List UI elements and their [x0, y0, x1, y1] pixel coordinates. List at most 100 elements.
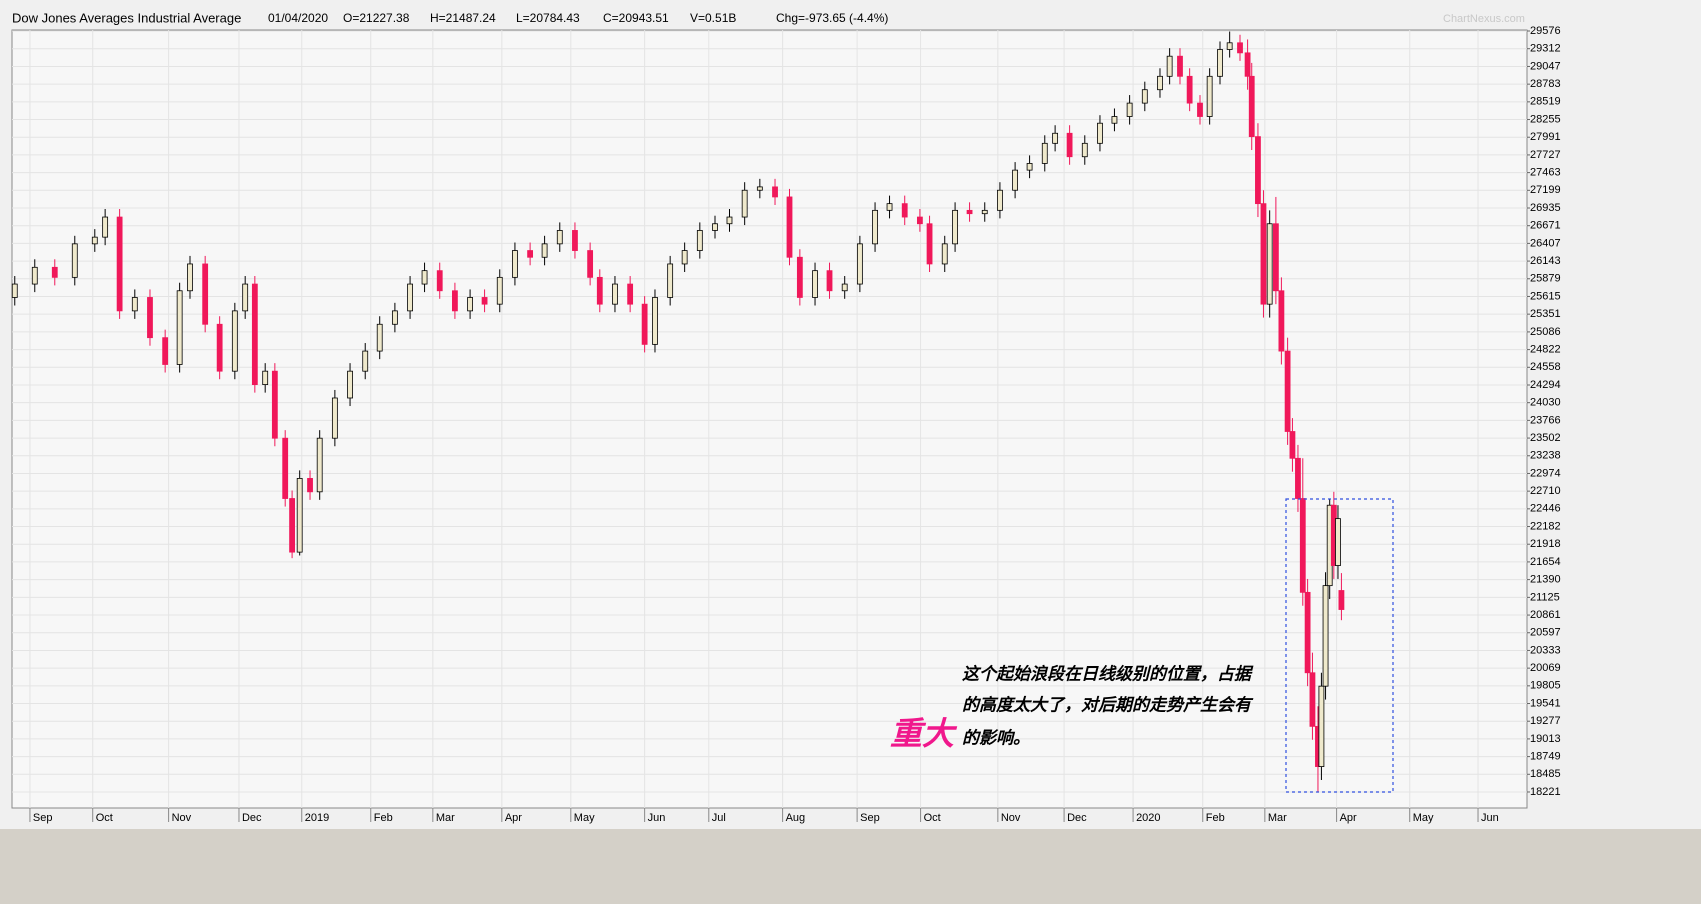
candles [11, 31, 1345, 793]
candle-body [1166, 55, 1173, 77]
y-tick-label: 19805 [1530, 680, 1561, 692]
x-tick-label: May [574, 812, 595, 824]
y-tick-label: 29312 [1530, 43, 1561, 55]
candle-body [176, 290, 183, 365]
candle-body [467, 297, 473, 312]
candle-body [481, 297, 488, 305]
candle-body [926, 223, 933, 265]
candle-body [1244, 52, 1251, 77]
annotation-line: 的高度太大了，对后期的走势产生会有 [962, 695, 1254, 714]
candle-body [856, 243, 863, 285]
y-tick-label: 19541 [1530, 697, 1561, 709]
candle-body [756, 186, 763, 191]
candle-body [841, 283, 848, 292]
x-tick-label: Aug [786, 812, 806, 824]
y-tick-label: 25351 [1530, 308, 1561, 320]
candle-body [786, 196, 793, 258]
candle-body [681, 250, 688, 265]
x-tick-label: Apr [1340, 812, 1357, 824]
x-tick-label: Jun [648, 812, 666, 824]
x-tick-label: Oct [924, 812, 941, 824]
candle-body [572, 230, 578, 251]
candle-body [1226, 42, 1233, 50]
watermark: ChartNexus.com [1443, 13, 1525, 25]
candle-body [1266, 223, 1273, 305]
y-tick-label: 24822 [1530, 344, 1561, 356]
candle-body [316, 437, 323, 493]
candle-body [11, 283, 18, 298]
candle-body [966, 209, 973, 215]
candle-body [812, 270, 818, 298]
candle-body [307, 478, 313, 493]
candle-body [1197, 102, 1203, 117]
x-tick-label: Apr [505, 812, 522, 824]
x-tick-label: Feb [1206, 812, 1225, 824]
candle-body [1217, 49, 1223, 77]
candle-body [282, 437, 289, 499]
y-tick-label: 25086 [1530, 326, 1561, 338]
candle-body [1012, 169, 1019, 191]
candle-body [391, 310, 398, 325]
y-tick-label: 28255 [1530, 113, 1561, 125]
candle-body [1338, 590, 1345, 610]
candle-body [31, 266, 38, 285]
y-tick-label: 21390 [1530, 574, 1561, 586]
candle-body [421, 270, 428, 285]
candle-body [916, 216, 923, 225]
y-tick-label: 27199 [1530, 184, 1561, 196]
x-tick-label: Nov [1001, 812, 1021, 824]
candle-body [102, 216, 109, 238]
candle-body [1322, 585, 1329, 687]
y-tick-label: 18485 [1530, 768, 1561, 780]
x-tick-label: 2019 [305, 812, 329, 824]
candle-body [1111, 116, 1118, 124]
candle-body [436, 270, 443, 292]
candle-body [216, 323, 223, 372]
candle-body [1206, 75, 1213, 117]
y-tick-label: 27991 [1530, 131, 1561, 143]
candle-body [262, 370, 269, 385]
volume-label: V=0.51B [690, 11, 736, 25]
y-tick-label: 23766 [1530, 414, 1561, 426]
candle-body [1295, 457, 1301, 499]
candle-body [331, 397, 338, 439]
candle-body [667, 263, 674, 298]
candle-body [1097, 122, 1103, 144]
candle-body [1299, 498, 1306, 593]
candle-body [271, 370, 278, 439]
candle-body [496, 276, 503, 305]
candle-body [376, 323, 383, 352]
y-tick-label: 29576 [1530, 25, 1561, 37]
y-tick-label: 18749 [1530, 751, 1561, 763]
candle-body [1260, 203, 1267, 305]
candle-body [407, 283, 413, 312]
y-tick-label: 20333 [1530, 644, 1561, 656]
y-tick-label: 22446 [1530, 503, 1561, 515]
y-tick-label: 24294 [1530, 379, 1561, 391]
candle-body [296, 478, 303, 553]
x-tick-label: Sep [33, 812, 53, 824]
close-label: C=20943.51 [603, 11, 669, 25]
y-tick-label: 20069 [1530, 662, 1561, 674]
candle-body [1335, 518, 1341, 566]
candle-body [981, 209, 988, 215]
y-tick-label: 28783 [1530, 78, 1561, 90]
candle-body [202, 263, 209, 325]
x-tick-label: Mar [436, 812, 455, 824]
candle-body [347, 370, 353, 399]
candle-body [1066, 132, 1073, 158]
candle-body [627, 283, 634, 305]
candle-body [1081, 142, 1088, 158]
candle-body [796, 256, 803, 298]
change-label: Chg=-973.65 (-4.4%) [776, 11, 888, 25]
y-tick-label: 23238 [1530, 450, 1561, 462]
y-tick-label: 29047 [1530, 60, 1561, 72]
y-tick-label: 27727 [1530, 149, 1561, 161]
y-tick-label: 28519 [1530, 96, 1561, 108]
y-tick-label: 25879 [1530, 273, 1561, 285]
y-tick-label: 22182 [1530, 520, 1561, 532]
candle-body [886, 203, 893, 211]
y-tick-label: 22974 [1530, 467, 1561, 479]
candle-body [696, 230, 703, 251]
annotation-emphasis: 重大 [890, 715, 958, 751]
